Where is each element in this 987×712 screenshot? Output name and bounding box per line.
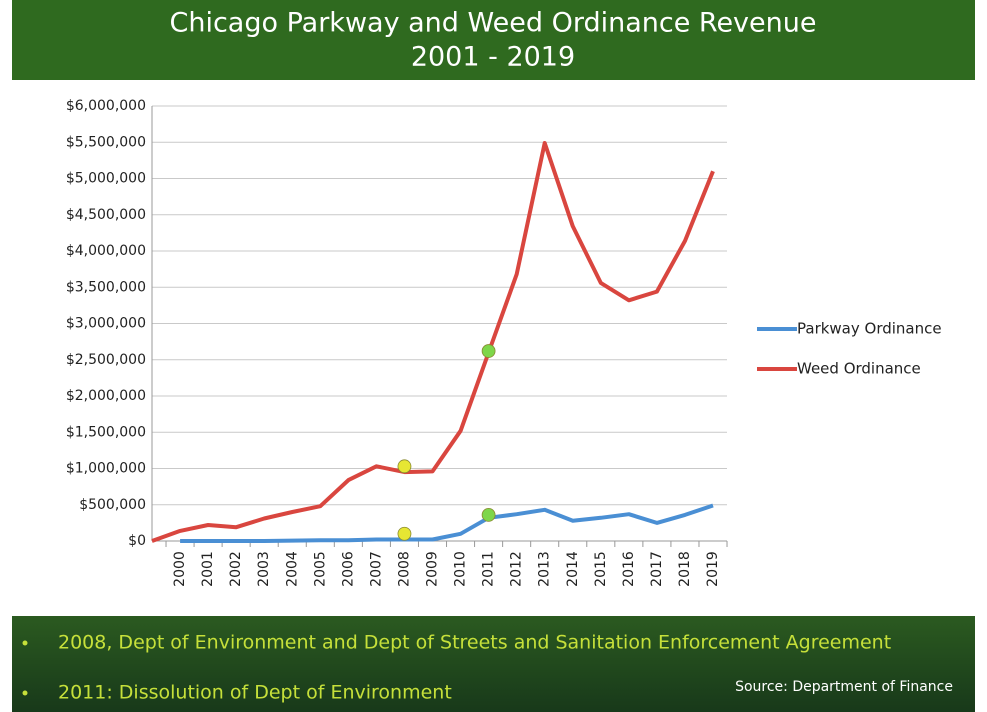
- x-tick-label: 2003: [256, 551, 272, 587]
- notes-band: [12, 616, 975, 712]
- x-tick-label: 2008: [396, 551, 412, 587]
- x-tick-label: 2011: [481, 551, 497, 587]
- x-tick-label: 2015: [593, 551, 609, 587]
- x-tick-label: 2016: [621, 551, 637, 587]
- y-tick-label: $4,500,000: [66, 207, 146, 223]
- x-tick-label: 2018: [677, 551, 693, 587]
- note: 2008, Dept of Environment and Dept of St…: [58, 632, 891, 654]
- annotation-marker: [481, 508, 496, 522]
- y-tick-label: $3,500,000: [66, 279, 146, 295]
- x-tick-label: 2000: [172, 551, 188, 587]
- x-tick-label: 2019: [705, 551, 721, 587]
- y-tick-label: $500,000: [79, 497, 146, 513]
- x-tick-label: 2006: [340, 551, 356, 587]
- y-tick-label: $2,500,000: [66, 352, 146, 368]
- annotation-marker: [397, 459, 412, 474]
- header-band: [12, 0, 975, 80]
- series-line: [180, 503, 714, 543]
- y-tick-label: $1,500,000: [66, 424, 146, 440]
- x-tick-label: 2001: [200, 551, 216, 587]
- y-tick-label: $0: [128, 533, 146, 549]
- x-tick-label: 2012: [509, 551, 525, 587]
- annotation-marker: [397, 526, 412, 541]
- chart-title: Chicago Parkway and Weed Ordinance Reven…: [170, 8, 817, 39]
- x-tick-label: 2009: [425, 551, 441, 587]
- series-line: [151, 141, 715, 543]
- legend-label: Parkway Ordinance: [797, 320, 942, 338]
- y-tick-label: $1,000,000: [66, 461, 146, 477]
- x-tick-label: 2017: [649, 551, 665, 587]
- bullet: [22, 690, 28, 696]
- source: Source: Department of Finance: [735, 679, 953, 695]
- y-tick-label: $5,000,000: [66, 171, 146, 187]
- chart-subtitle: 2001 - 2019: [411, 42, 575, 73]
- x-tick-label: 2013: [537, 551, 553, 587]
- x-tick-label: 2002: [228, 551, 244, 587]
- y-tick-label: $4,000,000: [66, 243, 146, 259]
- x-tick-label: 2007: [368, 551, 384, 587]
- legend-label: Weed Ordinance: [797, 360, 921, 378]
- x-tick-label: 2014: [565, 551, 581, 587]
- y-tick-label: $6,000,000: [66, 98, 146, 114]
- bullet: [22, 640, 28, 646]
- y-tick-label: $5,500,000: [66, 134, 146, 150]
- x-tick-label: 2004: [284, 551, 300, 587]
- note: 2011: Dissolution of Dept of Environment: [58, 682, 452, 704]
- y-tick-label: $2,000,000: [66, 388, 146, 404]
- x-tick-label: 2010: [453, 551, 469, 587]
- y-tick-label: $3,000,000: [66, 316, 146, 332]
- x-tick-label: 2005: [312, 551, 328, 587]
- annotation-marker: [481, 344, 496, 358]
